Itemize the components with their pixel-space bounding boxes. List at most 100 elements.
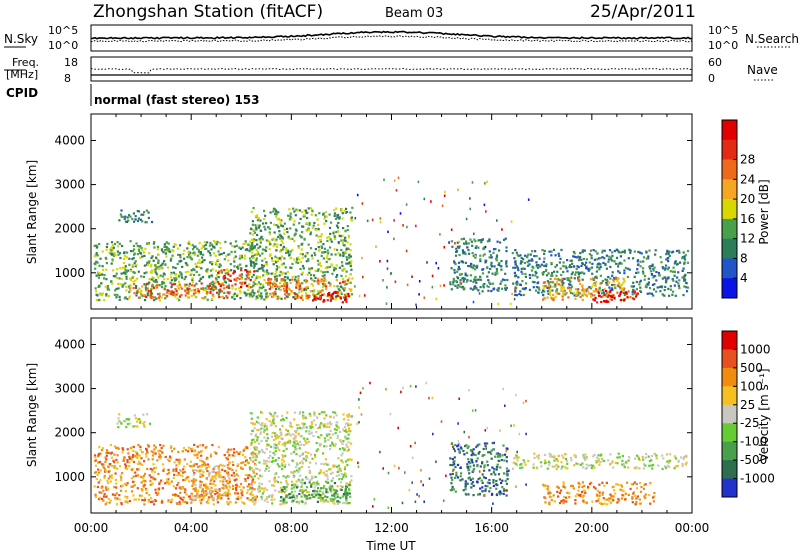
echo-cell bbox=[262, 490, 265, 493]
echo-cell bbox=[110, 465, 114, 468]
echo-cell bbox=[313, 295, 316, 298]
echo-cell bbox=[258, 224, 261, 227]
echo-cell bbox=[562, 292, 565, 295]
echo-cell bbox=[184, 275, 187, 278]
echo-cell bbox=[345, 298, 348, 301]
echo-cell bbox=[607, 260, 610, 263]
echo-cell bbox=[521, 272, 524, 275]
echo-cell bbox=[272, 263, 275, 266]
echo-cell bbox=[597, 291, 600, 295]
echo-cell bbox=[283, 502, 286, 505]
echo-cell bbox=[459, 479, 462, 482]
echo-cell bbox=[293, 483, 296, 486]
echo-cell bbox=[599, 274, 602, 277]
echo-cell bbox=[465, 444, 468, 447]
echo-cell bbox=[169, 250, 172, 253]
echo-cell bbox=[255, 262, 258, 265]
echo-cell bbox=[538, 288, 541, 291]
echo-cell bbox=[138, 291, 141, 294]
echo-cell bbox=[138, 287, 141, 290]
echo-cell bbox=[315, 449, 318, 452]
echo-cell bbox=[578, 486, 581, 489]
echo-cell bbox=[240, 488, 243, 492]
echo-cell bbox=[501, 454, 504, 457]
echo-cell bbox=[346, 445, 349, 448]
echo-cell bbox=[194, 495, 197, 498]
echo-cell bbox=[191, 493, 194, 496]
echo-cell bbox=[235, 489, 238, 492]
echo-cell bbox=[310, 254, 313, 257]
echo-cell bbox=[462, 278, 465, 281]
echo-cell bbox=[336, 493, 339, 496]
echo-cell bbox=[267, 495, 270, 498]
echo-cell bbox=[465, 451, 469, 454]
echo-cell bbox=[520, 257, 523, 260]
echo-cell bbox=[257, 290, 260, 293]
echo-cell bbox=[325, 473, 328, 476]
echo-cell bbox=[262, 265, 265, 268]
echo-cell bbox=[291, 459, 294, 462]
echo-cell bbox=[105, 257, 108, 260]
echo-cell bbox=[682, 294, 685, 297]
echo-cell bbox=[304, 451, 307, 454]
echo-cell bbox=[122, 459, 125, 462]
echo-cell bbox=[184, 488, 187, 491]
echo-cell bbox=[254, 455, 257, 459]
echo-cell bbox=[464, 482, 467, 485]
echo-cell bbox=[513, 457, 516, 460]
echo-cell bbox=[684, 463, 687, 466]
echo-cell bbox=[305, 260, 308, 263]
echo-cell bbox=[231, 454, 234, 457]
echo-cell bbox=[315, 294, 318, 297]
echo-cell bbox=[683, 285, 686, 288]
echo-cell bbox=[102, 466, 106, 469]
echo-cell bbox=[350, 458, 353, 461]
echo-cell bbox=[180, 293, 183, 297]
echo-cell bbox=[174, 295, 177, 298]
echo-cell bbox=[203, 241, 206, 244]
echo-cell bbox=[628, 268, 631, 271]
echo-cell bbox=[298, 222, 301, 225]
echo-cell bbox=[200, 502, 203, 505]
echo-cell bbox=[291, 262, 294, 265]
echo-cell bbox=[328, 468, 331, 471]
echo-cell bbox=[300, 236, 303, 239]
echo-cell bbox=[323, 293, 326, 296]
echo-cell bbox=[578, 257, 581, 260]
echo-cell bbox=[210, 283, 213, 286]
echo-cell bbox=[616, 501, 619, 504]
echo-cell bbox=[325, 414, 328, 417]
echo-cell bbox=[307, 451, 310, 454]
echo-cell bbox=[454, 284, 457, 287]
echo-cell bbox=[332, 465, 335, 468]
echo-cell bbox=[248, 498, 251, 501]
echo-cell bbox=[417, 180, 420, 184]
echo-cell bbox=[95, 290, 98, 293]
echo-cell bbox=[549, 455, 552, 458]
echo-cell bbox=[550, 261, 553, 265]
echo-cell bbox=[449, 489, 452, 492]
echo-cell bbox=[607, 300, 610, 303]
echo-cell bbox=[557, 252, 560, 255]
echo-cell bbox=[266, 443, 269, 446]
echo-cell bbox=[298, 286, 302, 289]
echo-cell bbox=[322, 257, 325, 260]
echo-cell bbox=[187, 450, 190, 453]
echo-cell bbox=[171, 254, 174, 257]
echo-cell bbox=[146, 413, 149, 416]
echo-cell bbox=[109, 475, 112, 478]
echo-cell bbox=[195, 463, 198, 466]
echo-cell bbox=[209, 490, 212, 493]
echo-cell bbox=[226, 492, 229, 495]
echo-cell bbox=[310, 277, 313, 280]
echo-cell bbox=[222, 480, 225, 483]
echo-cell bbox=[117, 287, 120, 290]
echo-cell bbox=[144, 247, 147, 250]
echo-cell bbox=[192, 292, 196, 295]
echo-cell bbox=[134, 498, 138, 501]
echo-cell bbox=[98, 452, 101, 455]
echo-cell bbox=[231, 468, 234, 471]
echo-cell bbox=[341, 478, 344, 481]
echo-cell bbox=[342, 475, 345, 478]
echo-cell bbox=[271, 496, 274, 499]
